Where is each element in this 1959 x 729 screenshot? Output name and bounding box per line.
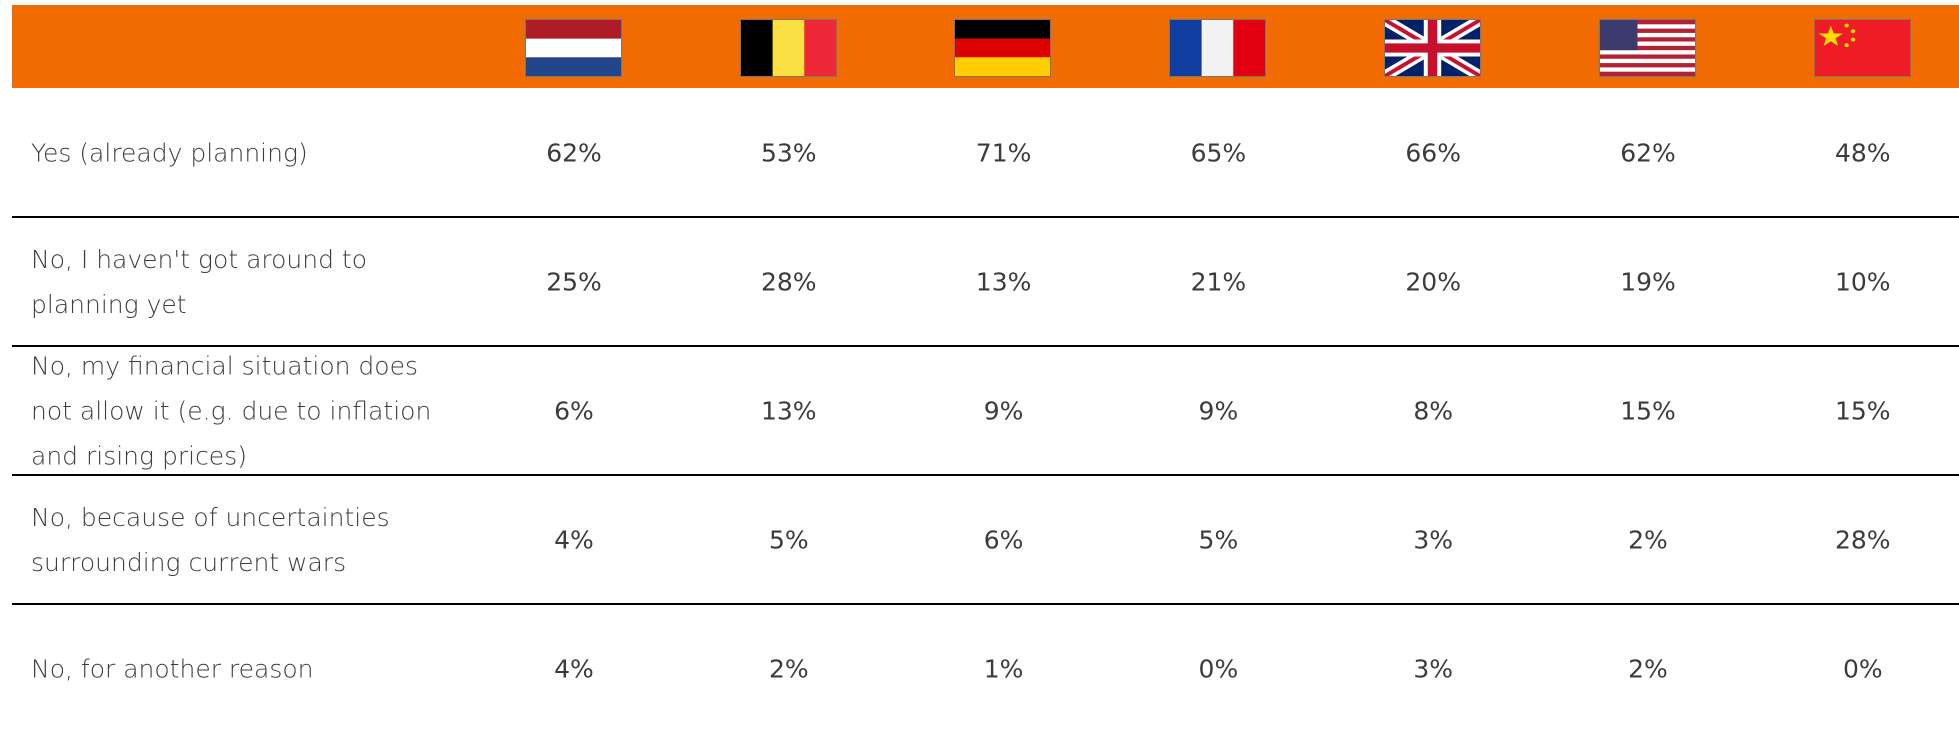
cell-value: 1% <box>983 654 1024 683</box>
flag-belgium <box>740 19 837 77</box>
cell-value: 20% <box>1405 267 1461 296</box>
cell-value: 28% <box>761 267 817 296</box>
cell-value: 13% <box>975 267 1032 296</box>
cell-value: 53% <box>761 138 817 167</box>
cell-value: 10% <box>1835 267 1891 296</box>
cell-value: 3% <box>1413 525 1454 554</box>
cell-value: 4% <box>554 525 594 554</box>
flag-uk <box>1384 19 1481 77</box>
cell-value: 62% <box>1620 138 1676 167</box>
row-divider <box>12 603 1959 605</box>
flag-china <box>1814 19 1911 77</box>
flag-germany <box>954 19 1051 77</box>
cell-value: 71% <box>975 138 1032 167</box>
row-divider <box>12 216 1959 218</box>
cell-value: 62% <box>546 138 602 167</box>
cell-value: 6% <box>554 396 594 425</box>
cell-value: 6% <box>983 525 1024 554</box>
cell-value: 21% <box>1190 267 1247 296</box>
cell-value: 0% <box>1198 654 1239 683</box>
cell-value: 28% <box>1835 525 1891 554</box>
cell-value: 2% <box>1628 654 1668 683</box>
cell-value: 15% <box>1620 396 1676 425</box>
header-bar <box>12 5 1959 88</box>
flag-france <box>1169 19 1266 77</box>
row-divider <box>12 345 1959 347</box>
cell-value: 0% <box>1842 654 1883 683</box>
row-label: Yes (already planning) <box>31 138 308 167</box>
cell-value: 15% <box>1835 396 1891 425</box>
cell-value: 48% <box>1835 138 1891 167</box>
cell-value: 19% <box>1620 267 1676 296</box>
cell-value: 2% <box>1628 525 1668 554</box>
cell-value: 66% <box>1405 138 1461 167</box>
cell-value: 65% <box>1190 138 1247 167</box>
row-label: No, my financial situation does not allo… <box>31 351 432 470</box>
cell-value: 5% <box>1198 525 1239 554</box>
cell-value: 9% <box>983 396 1024 425</box>
row-divider <box>12 474 1959 476</box>
cell-value: 5% <box>768 525 809 554</box>
cell-value: 9% <box>1198 396 1239 425</box>
cell-value: 13% <box>761 396 817 425</box>
cell-value: 4% <box>554 654 594 683</box>
flag-netherlands <box>525 19 622 77</box>
cell-value: 8% <box>1413 396 1454 425</box>
flag-usa <box>1599 19 1696 77</box>
row-label: No, because of uncertainties surrounding… <box>31 502 390 577</box>
cell-value: 25% <box>546 267 602 296</box>
cell-value: 3% <box>1413 654 1454 683</box>
cell-value: 2% <box>768 654 809 683</box>
row-label: No, I haven't got around to planning yet <box>31 244 368 319</box>
row-label: No, for another reason <box>31 654 314 683</box>
